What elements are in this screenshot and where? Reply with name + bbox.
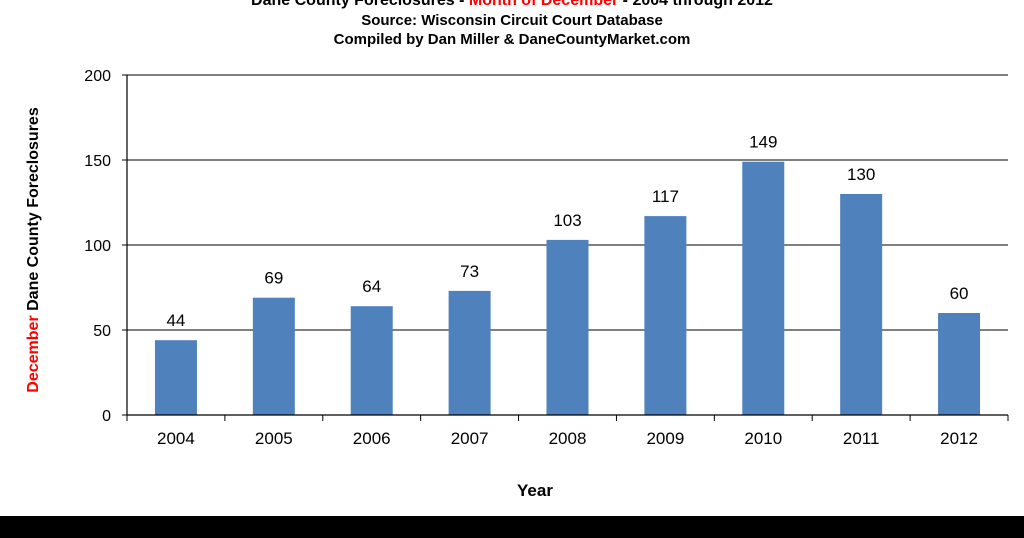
bar-chart: 0 50 100 150 200 44 2004 69 2005 64 2006 73 2007 103 2…	[25, 68, 1009, 500]
y-tick-label: 150	[84, 153, 111, 170]
x-tick-label: 2011	[843, 429, 880, 448]
x-tick-label: 2006	[353, 429, 391, 448]
y-tick-label: 100	[84, 238, 111, 255]
title-part2: - 2004 through 2012	[618, 0, 773, 9]
bar	[448, 290, 491, 415]
y-axis-label-highlight: December	[25, 315, 42, 392]
bar	[938, 313, 981, 415]
bars	[154, 161, 981, 415]
bar	[840, 194, 883, 415]
bar-value-label: 73	[460, 262, 479, 281]
axes	[122, 74, 1009, 421]
bar	[252, 297, 295, 415]
y-tick-label: 50	[93, 323, 111, 340]
bar	[742, 161, 785, 415]
x-axis-label: Year	[517, 481, 553, 500]
bar-value-label: 149	[749, 133, 777, 152]
bar	[644, 216, 687, 415]
title-highlight: Month of December	[468, 0, 619, 9]
x-tick-label: 2007	[451, 429, 489, 448]
y-axis-label-rest: Dane County Foreclosures	[25, 107, 42, 315]
chart-subtitle-compiled: Compiled by Dan Miller & DaneCountyMarke…	[333, 31, 691, 48]
bar	[350, 306, 393, 415]
x-tick-label: 2005	[255, 429, 293, 448]
title-part1: Dane County Foreclosures -	[251, 0, 469, 9]
y-tick-label: 0	[102, 408, 111, 425]
bar-value-label: 103	[553, 211, 581, 230]
chart-title: Dane County Foreclosures - Month of Dece…	[0, 0, 1024, 11]
bar-value-label: 44	[166, 311, 185, 330]
bar-value-label: 69	[264, 269, 283, 288]
bar-value-label: 130	[847, 165, 875, 184]
chart-title-block: Dane County Foreclosures - Month of Dece…	[0, 0, 1024, 49]
bar	[546, 239, 589, 415]
y-axis-label: December Dane County Foreclosures	[25, 107, 42, 393]
bottom-black-bar	[0, 516, 1024, 538]
chart-subtitle-source: Source: Wisconsin Circuit Court Database	[361, 12, 663, 29]
bar-value-label: 64	[362, 277, 381, 296]
x-tick-label: 2010	[744, 429, 782, 448]
bar-value-label: 60	[950, 284, 969, 303]
x-tick-label: 2012	[940, 429, 978, 448]
x-tick-label: 2009	[646, 429, 684, 448]
x-tick-label: 2004	[157, 429, 195, 448]
labels: 0 50 100 150 200 44 2004 69 2005 64 2006 73 2007 103 2…	[84, 68, 978, 448]
bar	[154, 340, 197, 415]
y-tick-label: 200	[84, 68, 111, 85]
x-tick-label: 2008	[549, 429, 587, 448]
bar-value-label: 117	[652, 187, 679, 206]
